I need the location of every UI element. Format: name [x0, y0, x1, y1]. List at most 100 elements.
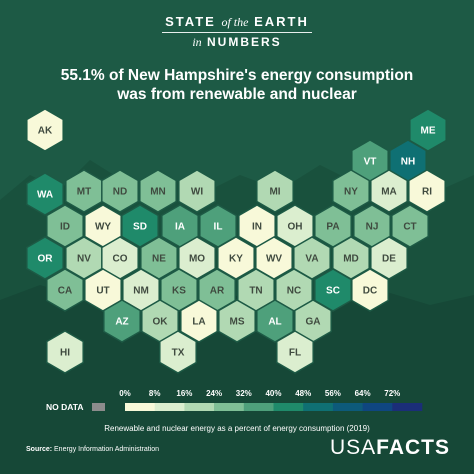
hex-state-tn: TN [237, 268, 275, 312]
hex-label-me: ME [421, 126, 436, 137]
hex-label-nd: ND [113, 187, 127, 198]
hex-tile-ri [408, 169, 446, 213]
brand-word-numbers: NUMBERS [207, 35, 282, 49]
hex-label-id: ID [60, 222, 70, 233]
hex-label-ct: CT [403, 222, 416, 233]
legend-tick-0: 0% [119, 389, 131, 398]
legend-tick-9: 72% [384, 389, 400, 398]
hex-tile-vt [351, 139, 389, 183]
hex-label-oh: OH [288, 222, 303, 233]
brand-title-line1: STATE of the EARTH [0, 14, 474, 30]
legend-tick-3: 24% [206, 389, 222, 398]
hex-state-az: AZ [103, 299, 141, 343]
hex-label-tx: TX [172, 348, 185, 359]
hex-label-fl: FL [289, 348, 301, 359]
hex-label-wa: WA [37, 190, 53, 201]
hex-label-nh: NH [401, 157, 415, 168]
hex-label-ut: UT [96, 286, 109, 297]
logo-part-usa: USA [329, 436, 377, 459]
hex-label-ok: OK [153, 317, 169, 328]
hex-label-ak: AK [38, 126, 53, 137]
usafacts-logo: USAFACTS [330, 436, 450, 460]
hex-label-dc: DC [363, 286, 377, 297]
hex-label-sd: SD [133, 222, 147, 233]
hex-tile-hi [46, 330, 84, 374]
hex-label-mt: MT [77, 187, 91, 198]
brand-word-in: in [192, 35, 202, 49]
hex-label-nc: NC [287, 286, 301, 297]
hex-state-nm: NM [122, 268, 160, 312]
legend-swatch-2 [184, 403, 215, 411]
no-data-swatch [92, 403, 105, 411]
hex-state-ak: AK [26, 108, 64, 152]
legend-swatch-5 [273, 403, 304, 411]
hex-state-nh: NH [389, 139, 427, 183]
legend-swatch-8 [362, 403, 393, 411]
legend-swatch-1 [154, 403, 185, 411]
source-text: Energy Information Administration [54, 446, 160, 453]
hex-tile-ak [26, 108, 64, 152]
hex-label-ri: RI [422, 187, 432, 198]
hex-label-nj: NJ [366, 222, 379, 233]
hex-label-al: AL [268, 317, 281, 328]
brand-header: STATE of the EARTH in NUMBERS [0, 14, 474, 50]
legend-caption: Renewable and nuclear energy as a percen… [104, 424, 370, 433]
hex-label-de: DE [382, 254, 396, 265]
hex-state-ma: MA [370, 169, 408, 213]
hex-state-or: OR [26, 236, 64, 280]
hex-state-ct: CT [391, 204, 429, 248]
hex-state-nd: ND [101, 169, 139, 213]
hex-tile-ca [46, 268, 84, 312]
hex-label-hi: HI [60, 348, 70, 359]
hex-state-dc: DC [351, 268, 389, 312]
legend-swatch-9 [392, 403, 423, 411]
hex-tile-nm [122, 268, 160, 312]
hex-label-ar: AR [210, 286, 225, 297]
brand-word-of-the: of the [221, 15, 249, 29]
hex-label-pa: PA [326, 222, 339, 233]
hex-tile-tn [237, 268, 275, 312]
legend-tick-2: 16% [176, 389, 192, 398]
hex-label-ky: KY [229, 254, 243, 265]
brand-divider [162, 32, 312, 33]
legend-swatch-6 [303, 403, 334, 411]
hex-label-co: CO [113, 254, 128, 265]
hex-tile-wa [26, 172, 64, 216]
hex-state-hi: HI [46, 330, 84, 374]
hex-tile-de [370, 236, 408, 280]
hex-tile-nc [275, 268, 313, 312]
hex-tile-tx [159, 330, 197, 374]
legend-tick-6: 48% [295, 389, 311, 398]
hex-state-ny: NY [332, 169, 370, 213]
hex-label-mo: MO [189, 254, 205, 265]
hex-label-wi: WI [191, 187, 203, 198]
chart-title: 55.1% of New Hampshire's energy consumpt… [0, 66, 474, 104]
hex-state-ca: CA [46, 268, 84, 312]
brand-title-line2: in NUMBERS [0, 34, 474, 50]
hex-state-mn: MN [139, 169, 177, 213]
hex-label-ia: IA [175, 222, 185, 233]
source-note: Source: Energy Information Administratio… [26, 446, 159, 453]
hex-tile-ky [217, 236, 255, 280]
hex-tile-ks [160, 268, 198, 312]
hex-state-vt: VT [351, 139, 389, 183]
hex-label-ks: KS [172, 286, 186, 297]
hex-state-sd: SD [121, 204, 159, 248]
hex-tile-or [26, 236, 64, 280]
hex-label-ny: NY [344, 187, 358, 198]
hex-state-ut: UT [84, 268, 122, 312]
hex-tile-nd [101, 169, 139, 213]
hex-tile-ct [391, 204, 429, 248]
hex-state-fl: FL [276, 330, 314, 374]
hex-tile-al [256, 299, 294, 343]
brand-word-state: STATE [165, 14, 216, 29]
hex-label-vt: VT [364, 157, 377, 168]
hex-tile-la [180, 299, 218, 343]
hex-label-sc: SC [326, 286, 340, 297]
hex-state-la: LA [180, 299, 218, 343]
hex-label-tn: TN [249, 286, 262, 297]
hex-label-md: MD [343, 254, 359, 265]
hex-state-ks: KS [160, 268, 198, 312]
